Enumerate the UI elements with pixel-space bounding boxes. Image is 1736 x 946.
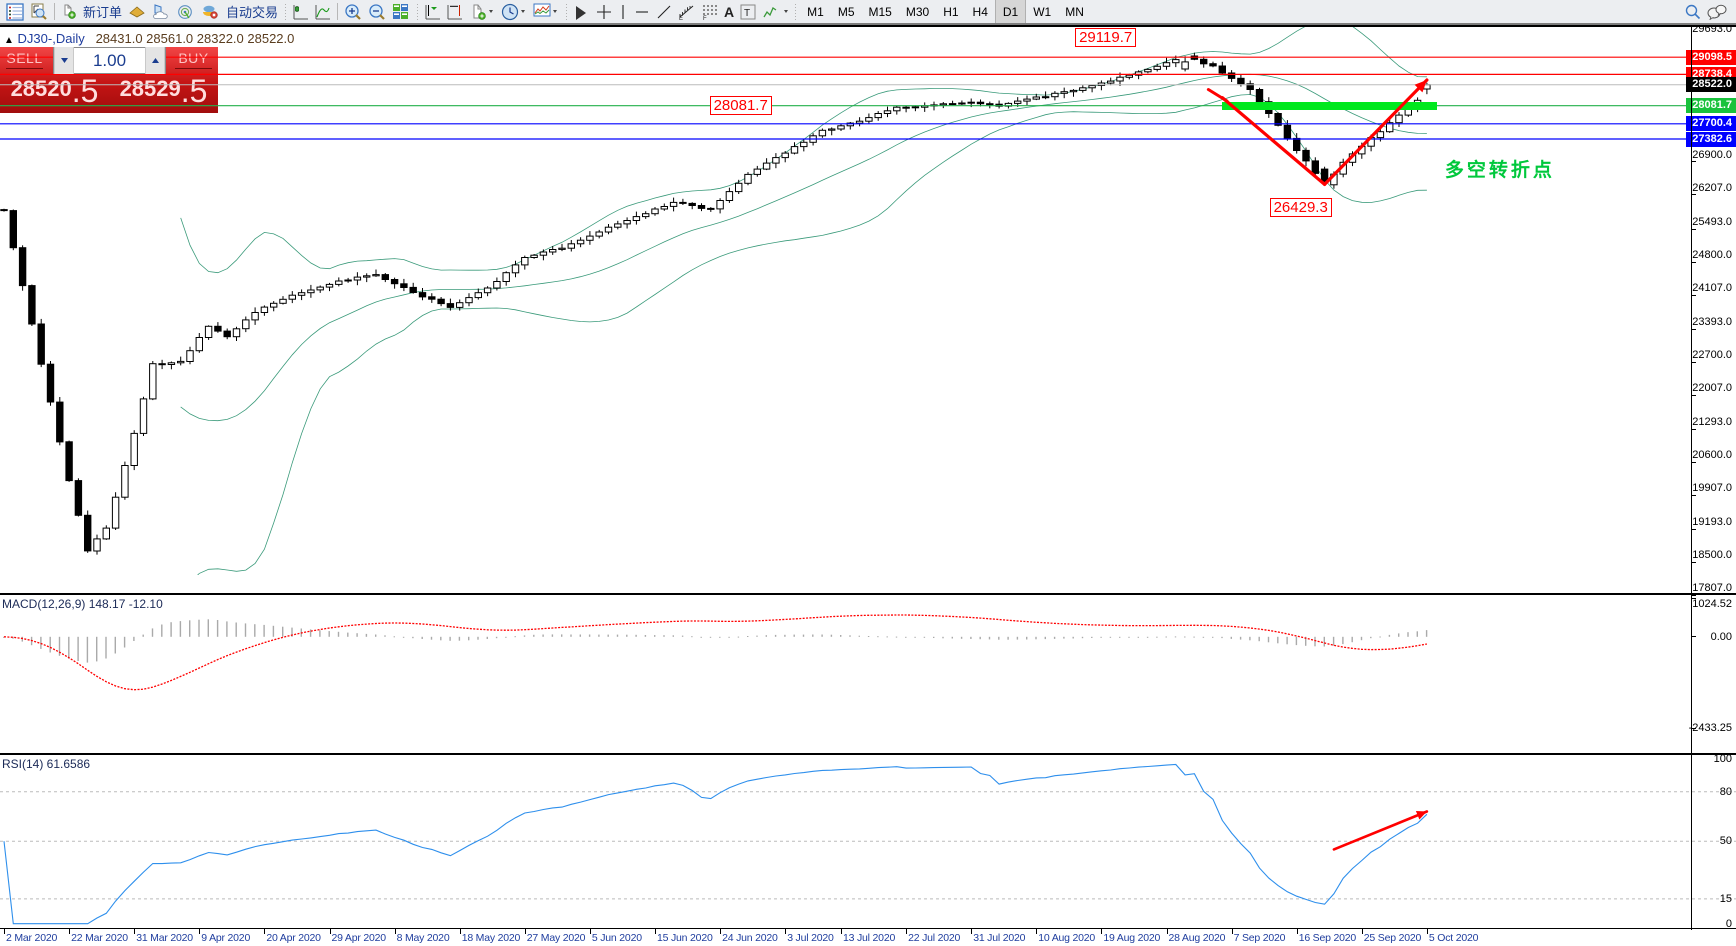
svg-text:E: E <box>679 16 683 20</box>
svg-text:T: T <box>744 8 750 19</box>
svg-text:F: F <box>703 16 707 20</box>
